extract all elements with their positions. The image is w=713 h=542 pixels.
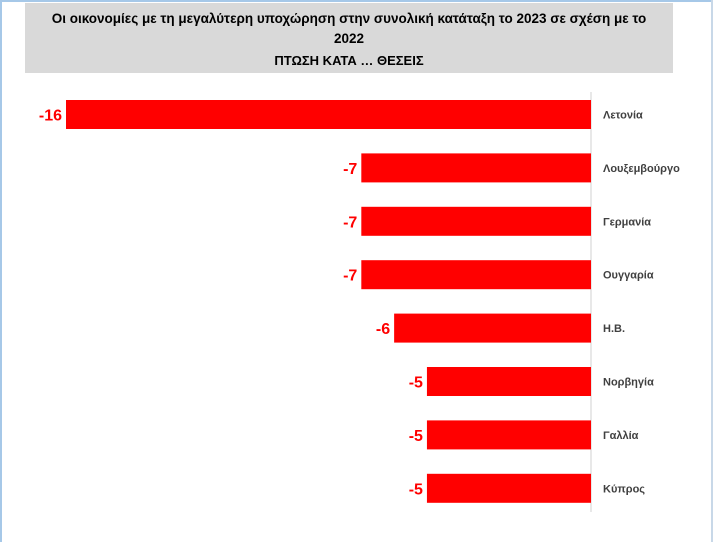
chart-subtitle: ΠΤΩΣΗ ΚΑΤΑ … ΘΕΣΕΙΣ [274, 53, 424, 68]
category-label-7: Κύπρος [603, 483, 645, 495]
data-label-0: -16 [39, 108, 62, 125]
bar-1 [361, 153, 591, 183]
bar-4 [394, 313, 591, 343]
data-label-1: -7 [343, 161, 357, 178]
category-label-0: Λετονία [603, 110, 643, 122]
chart-title: Οι οικονομίες με τη μεγαλύτερη υποχώρηση… [25, 9, 673, 49]
data-label-4: -6 [376, 321, 390, 338]
data-label-7: -5 [409, 481, 423, 498]
bar-5 [426, 367, 591, 396]
chart-title-line2: 2022 [333, 31, 365, 46]
category-label-4: Η.Β. [603, 323, 625, 335]
category-label-3: Ουγγαρία [603, 270, 654, 282]
data-label-6: -5 [409, 428, 423, 445]
category-label-2: Γερμανία [603, 216, 651, 228]
category-label-6: Γαλλία [603, 430, 639, 442]
frame-left-border [0, 0, 2, 542]
bar-3 [361, 260, 591, 290]
category-label-1: Λουξεμβούργο [603, 163, 680, 175]
bar-2 [361, 206, 591, 236]
bar-7 [426, 473, 591, 503]
frame-top-border [0, 0, 713, 2]
data-label-2: -7 [343, 214, 357, 231]
data-label-3: -7 [343, 268, 357, 285]
frame-right-border [711, 0, 713, 542]
bar-6 [426, 420, 591, 450]
data-label-5: -5 [409, 375, 423, 392]
bar-0 [66, 100, 591, 129]
chart-title-line1: Οι οικονομίες με τη μεγαλύτερη υποχώρηση… [51, 11, 647, 26]
chart-header: Οι οικονομίες με τη μεγαλύτερη υποχώρηση… [25, 3, 673, 73]
category-label-5: Νορβηγία [603, 377, 654, 389]
